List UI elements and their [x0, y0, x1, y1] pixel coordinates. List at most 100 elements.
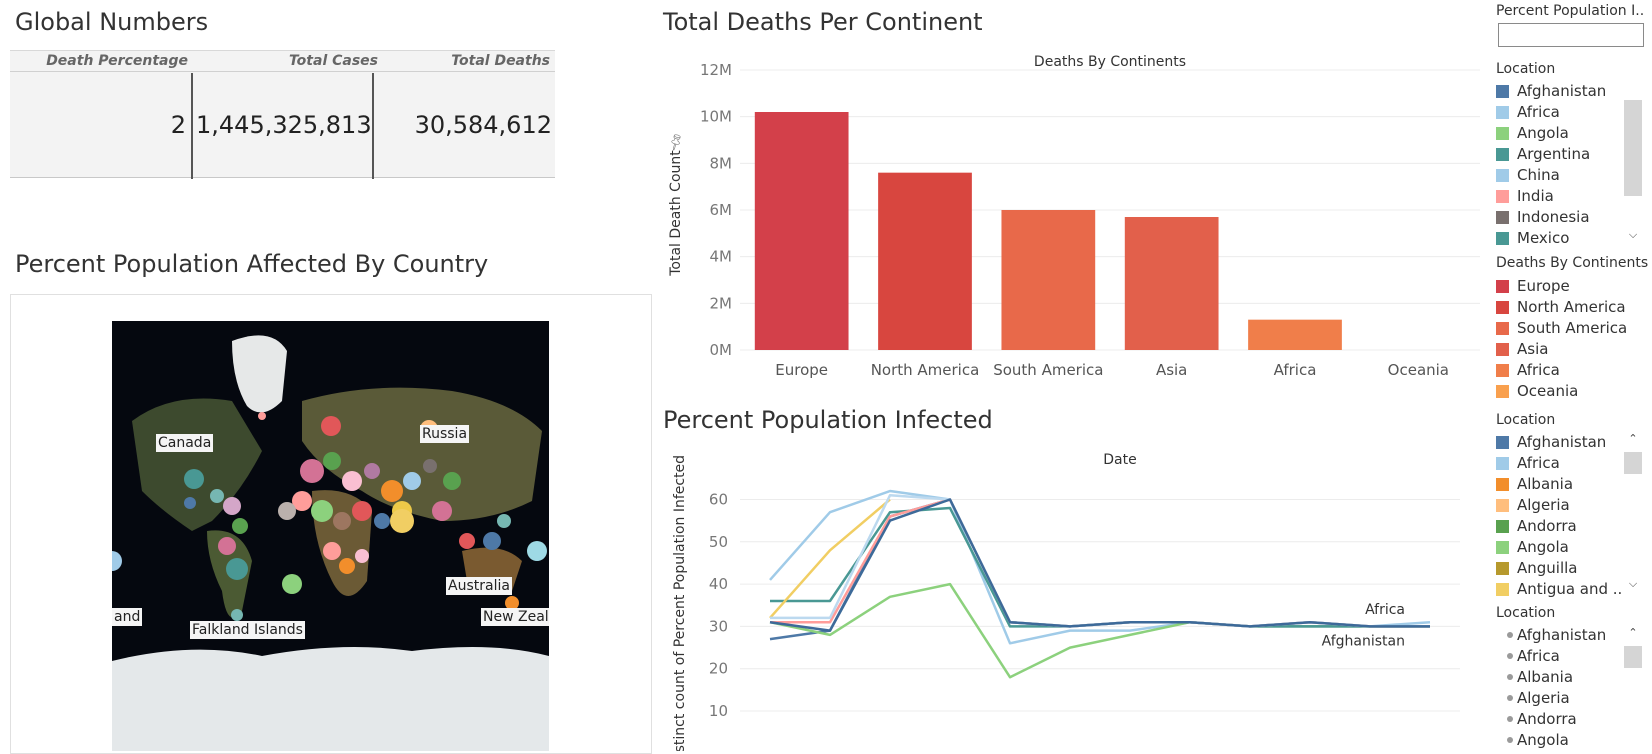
legend-scroll-thumb[interactable]	[1624, 646, 1642, 668]
x-tick-label: South America	[993, 361, 1103, 379]
legend-scroll-thumb[interactable]	[1624, 100, 1642, 196]
legend-scroll-thumb[interactable]	[1624, 452, 1642, 474]
legend-swatch[interactable]	[1496, 148, 1509, 161]
legend-item[interactable]: India	[1517, 187, 1554, 205]
legend-dot[interactable]	[1507, 737, 1513, 743]
legend-swatch[interactable]	[1496, 280, 1509, 293]
legend-item[interactable]: Africa	[1517, 454, 1560, 472]
legend-location-title: Location	[1496, 412, 1556, 428]
legend-item[interactable]: Albania	[1517, 668, 1574, 686]
legend-item[interactable]: Angola	[1517, 731, 1569, 749]
bar[interactable]	[1248, 319, 1342, 350]
deaths-title: Total Deaths Per Continent	[663, 8, 983, 36]
series-line[interactable]	[769, 489, 1431, 645]
legend-swatch[interactable]	[1496, 562, 1509, 575]
legend-swatch[interactable]	[1496, 169, 1509, 182]
legend-item[interactable]: North America	[1517, 298, 1626, 316]
series-line[interactable]	[769, 498, 891, 619]
legend-item[interactable]: Angola	[1517, 124, 1569, 142]
legend-swatch[interactable]	[1496, 127, 1509, 140]
end-label: Afghanistan	[1322, 633, 1405, 649]
legend-dot[interactable]	[1507, 716, 1513, 722]
series-line[interactable]	[770, 506, 1430, 628]
legend-item[interactable]: Albania	[1517, 475, 1574, 493]
x-tick-label: Oceania	[1388, 361, 1449, 379]
y-tick-label: 4M	[710, 248, 733, 266]
legend-swatch[interactable]	[1496, 478, 1509, 491]
legend-item[interactable]: Algeria	[1517, 496, 1570, 514]
legend-item[interactable]: Antigua and ..	[1517, 580, 1623, 598]
legend-continents-title: Deaths By Continents	[1496, 255, 1649, 271]
y-tick-label: 30	[709, 617, 728, 635]
legend-item[interactable]: Argentina	[1517, 145, 1591, 163]
legend-item[interactable]: Afghanistan	[1517, 626, 1607, 644]
legend-item[interactable]: Afghanistan	[1517, 433, 1607, 451]
legend-item[interactable]: Africa	[1517, 647, 1560, 665]
map-label-canada: Canada	[156, 434, 214, 452]
infected-title: Percent Population Infected	[663, 406, 993, 434]
legend-swatch[interactable]	[1496, 583, 1509, 596]
world-map[interactable]: Canada Russia Australia and Falkland Isl…	[112, 321, 549, 751]
legend-dot[interactable]	[1507, 674, 1513, 680]
legend-swatch[interactable]	[1496, 232, 1509, 245]
bar-chart[interactable]: Deaths By Continents 0M 2M 4M 6M 8M 10M 12M Tota…	[660, 48, 1480, 393]
map-label-russia: Russia	[420, 425, 470, 443]
legend-item[interactable]: Angola	[1517, 538, 1569, 556]
legend-item[interactable]: Andorra	[1517, 710, 1577, 728]
legend-item[interactable]: Mexico	[1517, 229, 1570, 247]
end-label: Africa	[1365, 602, 1405, 618]
line-chart[interactable]: Date 10 20 30 40 50 60 Distinct count of Percen…	[660, 446, 1490, 751]
legend-swatch[interactable]	[1496, 211, 1509, 224]
map-label-australia: Australia	[446, 577, 512, 595]
y-tick-label: 6M	[710, 201, 733, 219]
legend-swatch[interactable]	[1496, 436, 1509, 449]
series-line[interactable]	[769, 498, 1430, 632]
legend-swatch[interactable]	[1496, 457, 1509, 470]
legend-item[interactable]: Africa	[1517, 361, 1560, 379]
legend-swatch[interactable]	[1496, 343, 1509, 356]
legend-item[interactable]: Oceania	[1517, 382, 1579, 400]
scroll-up-icon[interactable]: ⌃	[1628, 432, 1638, 445]
bar[interactable]	[878, 172, 972, 350]
legend-swatch[interactable]	[1496, 541, 1509, 554]
legend-swatch[interactable]	[1496, 385, 1509, 398]
legend-dot[interactable]	[1507, 653, 1513, 659]
legend-swatch[interactable]	[1496, 364, 1509, 377]
bar-chart-title: Deaths By Continents	[1034, 54, 1186, 70]
legend-item[interactable]: Africa	[1517, 103, 1560, 121]
bar[interactable]	[754, 112, 849, 350]
bar[interactable]	[1001, 210, 1096, 350]
legend-item[interactable]: Afghanistan	[1517, 82, 1607, 100]
scroll-down-icon[interactable]: ⌵	[1628, 228, 1638, 241]
legend-swatch[interactable]	[1496, 301, 1509, 314]
legend-location-title: Location	[1496, 61, 1556, 77]
legend-swatch[interactable]	[1496, 106, 1509, 119]
value-total-cases: 1,445,325,813	[196, 111, 372, 139]
legend-swatch[interactable]	[1496, 85, 1509, 98]
legend-item[interactable]: Andorra	[1517, 517, 1577, 535]
scroll-down-icon[interactable]: ⌵	[1628, 577, 1638, 590]
filter-search-input[interactable]	[1498, 23, 1644, 47]
legend-swatch[interactable]	[1496, 499, 1509, 512]
legend-item[interactable]: Algeria	[1517, 689, 1570, 707]
legend-swatch[interactable]	[1496, 520, 1509, 533]
bar[interactable]	[1124, 217, 1219, 350]
legend-swatch[interactable]	[1496, 322, 1509, 335]
line-chart-title: Date	[1103, 452, 1136, 468]
map-label-falkland-islands: Falkland Islands	[190, 621, 305, 639]
series-line[interactable]	[769, 498, 1430, 641]
legend-item[interactable]: Indonesia	[1517, 208, 1590, 226]
map-label-new-zealand: New Zeal	[481, 608, 549, 626]
legend-swatch[interactable]	[1496, 190, 1509, 203]
legend-item[interactable]: Anguilla	[1517, 559, 1578, 577]
value-total-deaths: 30,584,612	[414, 111, 552, 139]
legend-item[interactable]: Asia	[1517, 340, 1549, 358]
scroll-up-icon[interactable]: ⌃	[1628, 626, 1638, 639]
y-axis-label: Distinct count of Percent Population Inf…	[672, 455, 688, 751]
legend-dot[interactable]	[1507, 632, 1513, 638]
legend-dot[interactable]	[1507, 695, 1513, 701]
map-label-and: and	[112, 608, 143, 626]
legend-item[interactable]: Europe	[1517, 277, 1570, 295]
legend-item[interactable]: South America	[1517, 319, 1628, 337]
legend-item[interactable]: China	[1517, 166, 1560, 184]
